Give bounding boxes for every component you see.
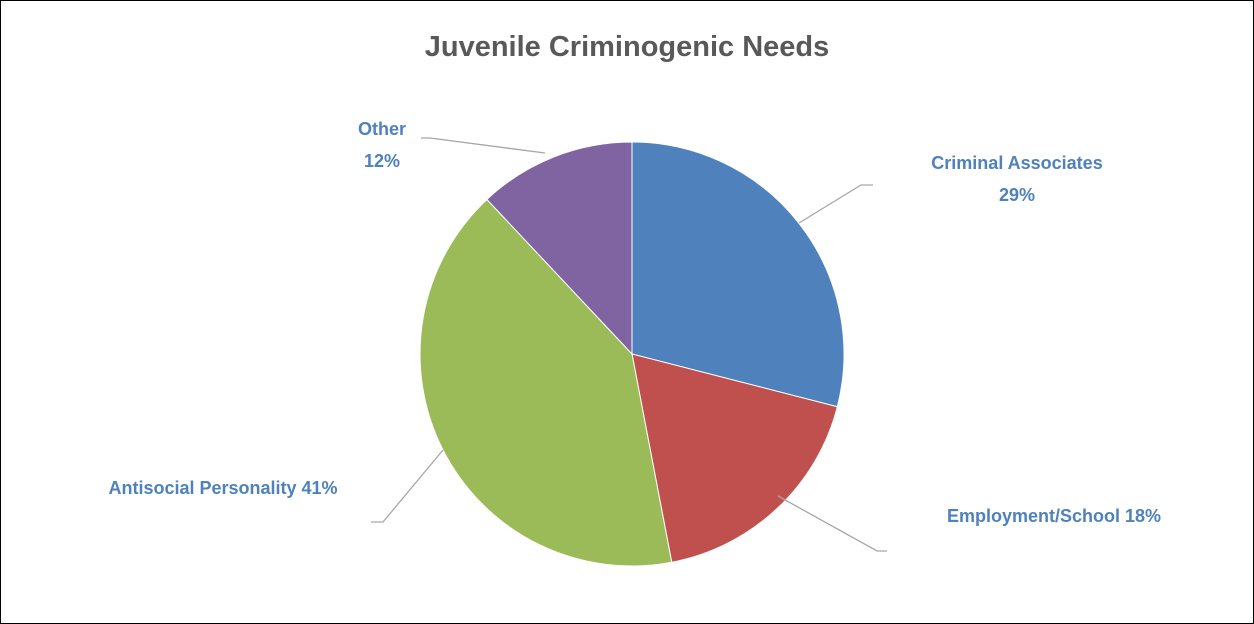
data-label-percent: 29% <box>999 185 1035 205</box>
pie-slice-other <box>486 141 633 356</box>
data-label: Criminal Associates 29% <box>931 153 1102 205</box>
data-label-percent: 12% <box>364 151 400 171</box>
data-label-category: Criminal Associates <box>931 153 1102 173</box>
data-label-category: Other <box>358 119 406 139</box>
leader-line <box>777 495 887 552</box>
chart-title: Juvenile Criminogenic Needs <box>424 31 830 63</box>
leader-line <box>371 449 444 523</box>
pie-slice-criminal-associates <box>631 141 845 408</box>
data-label: Employment/School 18% <box>947 506 1161 526</box>
data-label: Other 12% <box>358 119 406 171</box>
leader-line <box>421 137 546 154</box>
leader-line <box>798 184 873 224</box>
data-label: Antisocial Personality 41% <box>108 478 337 498</box>
pie-slice-employment-school <box>631 353 838 563</box>
